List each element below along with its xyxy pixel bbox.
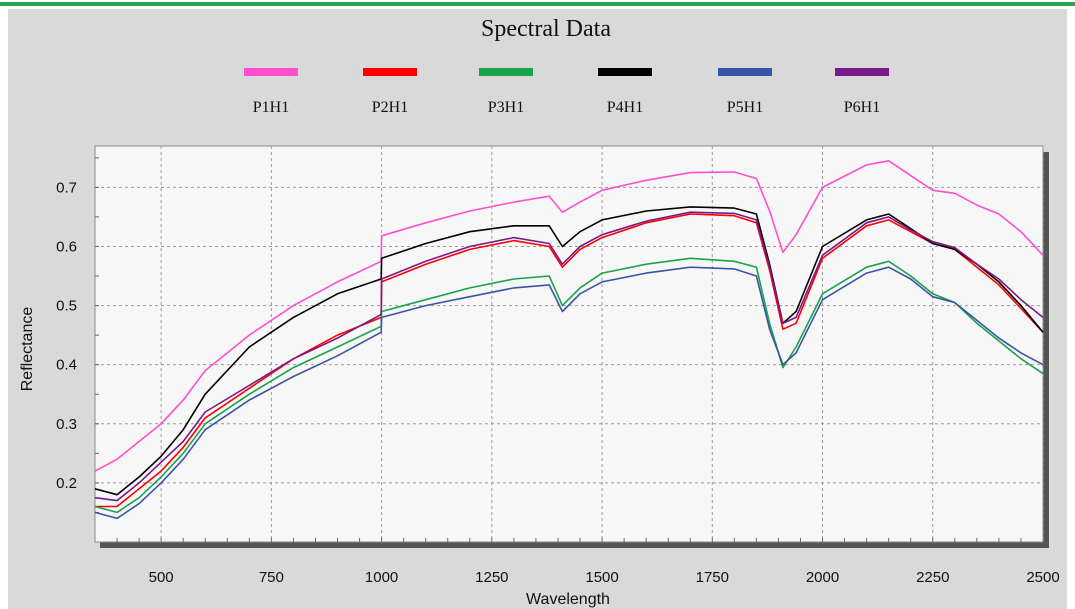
legend-swatch-p4h1 bbox=[598, 68, 652, 76]
legend-swatch-p6h1 bbox=[835, 68, 889, 76]
y-tick-label: 0.6 bbox=[56, 238, 77, 255]
series-line-p1h1 bbox=[94, 160, 1044, 472]
x-axis-label: Wavelength bbox=[526, 591, 610, 608]
x-tick-label: 1000 bbox=[365, 569, 398, 586]
y-tick-label: 0.5 bbox=[56, 298, 77, 315]
legend-label-p2h1: P2H1 bbox=[372, 99, 408, 116]
legend-swatch-p1h1 bbox=[244, 68, 298, 76]
tick-labels: 500 750 1000 1250 1500 1750 2000 2250 2500 0.2 0.3… bbox=[56, 179, 1060, 586]
legend-label-p3h1: P3H1 bbox=[488, 99, 524, 116]
legend-label-p6h1: P6H1 bbox=[844, 99, 880, 116]
x-tick-label: 1250 bbox=[475, 569, 508, 586]
x-tick-label: 750 bbox=[259, 569, 284, 586]
chart-title: Spectral Data bbox=[481, 16, 611, 42]
y-tick-label: 0.3 bbox=[56, 416, 77, 433]
x-tick-label: 2250 bbox=[916, 569, 949, 586]
legend-label-p1h1: P1H1 bbox=[253, 99, 289, 116]
y-tick-label: 0.2 bbox=[56, 475, 77, 492]
legend: P1H1 P2H1 P3H1 P4H1 P5H1 P6H1 bbox=[244, 68, 889, 116]
series-group bbox=[94, 160, 1044, 520]
x-tick-label: 1500 bbox=[585, 569, 618, 586]
legend-swatch-p2h1 bbox=[363, 68, 417, 76]
x-tick-label: 2500 bbox=[1026, 569, 1059, 586]
legend-swatch-p5h1 bbox=[718, 68, 772, 76]
y-tick-label: 0.4 bbox=[56, 357, 77, 374]
legend-label-p4h1: P4H1 bbox=[607, 99, 643, 116]
minor-ticks bbox=[95, 157, 1022, 542]
x-tick-label: 1750 bbox=[696, 569, 729, 586]
window-top-accent-line bbox=[0, 2, 1075, 6]
series-line-p6h1 bbox=[94, 211, 1044, 502]
series-line-p5h1 bbox=[94, 266, 1044, 520]
series-line-p2h1 bbox=[95, 213, 1044, 508]
y-tick-label: 0.7 bbox=[56, 179, 77, 196]
x-tick-label: 500 bbox=[149, 569, 174, 586]
legend-swatch-p3h1 bbox=[479, 68, 533, 76]
legend-label-p5h1: P5H1 bbox=[727, 99, 763, 116]
series-line-p3h1 bbox=[94, 257, 1044, 514]
x-tick-label: 2000 bbox=[806, 569, 839, 586]
gridlines bbox=[95, 146, 1044, 542]
y-axis-label: Reflectance bbox=[19, 307, 36, 392]
